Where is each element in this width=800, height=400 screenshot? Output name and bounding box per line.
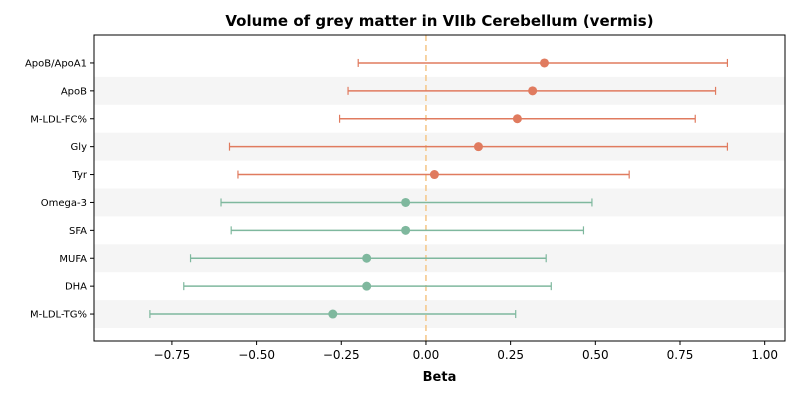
x-tick-label: −0.50 [238,348,275,362]
data-rows [149,58,729,319]
beta-point [512,114,522,124]
beta-point [362,253,372,263]
beta-point [540,58,550,68]
data-row [347,86,717,96]
x-tick-label: 0.75 [667,348,694,362]
plot-frame [93,34,786,342]
x-axis-ticks: −0.75 −0.50 −0.25 0.00 0.25 0.50 0.75 1.00 [154,341,778,362]
chart-title: Volume of grey matter in VIIb Cerebellum… [225,12,653,30]
x-tick-label: 0.25 [497,348,524,362]
y-tick-label: DHA [65,282,87,293]
x-tick-label: −0.25 [323,348,360,362]
y-tick-label: M-LDL-FC% [30,114,87,125]
data-row [357,58,729,68]
beta-point [401,225,411,235]
data-row [237,170,630,180]
beta-point [401,197,411,207]
x-tick-label: 0.00 [413,348,440,362]
data-row [183,281,552,291]
beta-point [328,309,338,319]
beta-point [362,281,372,291]
data-row [228,142,729,152]
y-tick-label: ApoB/ApoA1 [25,58,87,69]
y-tick-label: Omega-3 [41,198,87,209]
y-tick-label: MUFA [59,254,87,265]
data-row [149,309,517,319]
beta-point [528,86,538,96]
y-tick-label: Tyr [71,170,87,181]
beta-point [473,142,483,152]
y-tick-label: ApoB [61,86,87,97]
y-tick-label: SFA [69,226,87,237]
x-axis-label: Beta [423,370,457,385]
x-tick-label: 0.50 [582,348,609,362]
y-tick-label: M-LDL-TG% [30,310,87,321]
y-tick-label: Gly [71,142,88,153]
x-tick-label: 1.00 [751,348,778,362]
data-row [189,253,547,263]
data-row [230,225,585,235]
data-row [220,197,593,207]
data-row [338,114,696,124]
x-tick-label: −0.75 [154,348,191,362]
beta-point [429,170,439,180]
y-axis-ticks: ApoB/ApoA1 ApoB M-LDL-FC% Gly Tyr Omega-3 SFA M… [25,58,94,321]
